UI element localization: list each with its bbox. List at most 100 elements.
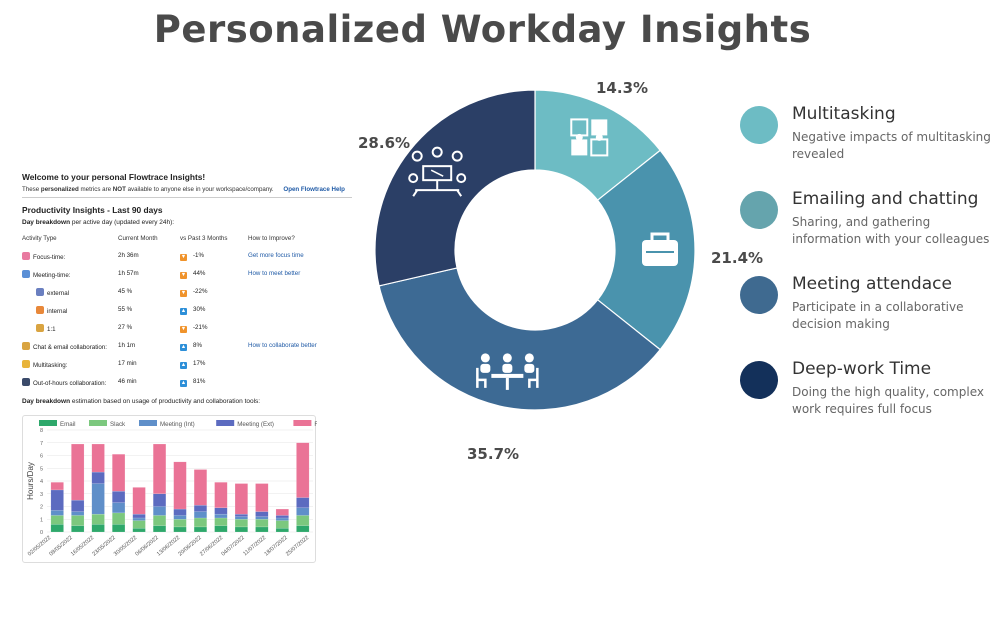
- bar-segment[interactable]: [234, 526, 248, 533]
- bar-segment[interactable]: [173, 508, 187, 516]
- bar-segment[interactable]: [112, 524, 126, 533]
- bar-segment[interactable]: [173, 526, 187, 533]
- bar-segment[interactable]: [214, 525, 228, 533]
- improve-link[interactable]: Get more focus time: [248, 252, 304, 259]
- bar-segment[interactable]: [275, 508, 289, 516]
- metric-label: external: [36, 288, 69, 297]
- bar-stack: [50, 482, 64, 533]
- bar-segment[interactable]: [152, 443, 167, 494]
- bar-segment[interactable]: [50, 510, 64, 516]
- bar-segment[interactable]: [296, 507, 310, 516]
- bar-segment[interactable]: [91, 513, 105, 525]
- bar-segment[interactable]: [132, 527, 146, 533]
- bar-segment[interactable]: [255, 519, 269, 528]
- improve-link[interactable]: How to collaborate better: [248, 342, 317, 349]
- bar-segment[interactable]: [193, 511, 208, 519]
- chart-legend-item[interactable]: Email: [39, 420, 75, 428]
- metrics-table: Activity Type Current Month vs Past 3 Mo…: [22, 231, 352, 392]
- y-tick-label: 4: [40, 479, 43, 485]
- metric-change: ▼ -22%: [180, 288, 207, 297]
- bar-stack: [152, 443, 167, 533]
- bar-segment[interactable]: [193, 517, 208, 528]
- bar-segment[interactable]: [275, 527, 289, 533]
- donut-slice[interactable]: [378, 267, 662, 411]
- legend-desc: Negative impacts of multitasking reveale…: [792, 130, 991, 161]
- bar-stack: [234, 483, 248, 533]
- chart-legend-item[interactable]: Slack: [89, 420, 126, 428]
- section-title: Productivity Insights - Last 90 days: [22, 205, 163, 215]
- bar-segment[interactable]: [234, 513, 248, 517]
- bar-segment[interactable]: [214, 513, 228, 519]
- bar-segment[interactable]: [132, 517, 146, 521]
- bar-segment[interactable]: [193, 469, 208, 506]
- bar-segment[interactable]: [112, 490, 126, 503]
- bar-segment[interactable]: [50, 489, 64, 511]
- bar-segment[interactable]: [152, 525, 167, 533]
- legend-dot-multitasking: [740, 106, 778, 144]
- bar-segment[interactable]: [91, 443, 105, 473]
- bar-segment[interactable]: [214, 482, 228, 508]
- disclaimer-text-3: available to anyone else in your workspa…: [125, 186, 274, 193]
- bar-segment[interactable]: [152, 506, 167, 516]
- arrow-down-icon: ▼: [180, 326, 187, 333]
- y-tick-label: 1: [40, 517, 43, 523]
- bar-segment[interactable]: [132, 513, 146, 519]
- bar-segment[interactable]: [71, 515, 85, 526]
- bar-segment[interactable]: [132, 487, 146, 515]
- bar-segment[interactable]: [173, 519, 187, 528]
- bar-segment[interactable]: [275, 517, 289, 521]
- chart-legend-item[interactable]: Focus: [293, 420, 331, 428]
- bar-segment[interactable]: [255, 511, 269, 517]
- bar-segment[interactable]: [296, 442, 310, 498]
- metric-change: ▼ 44%: [180, 270, 205, 279]
- bar-segment[interactable]: [71, 525, 85, 533]
- bar-segment[interactable]: [296, 525, 310, 533]
- legend-swatch: [216, 420, 235, 426]
- bar-segment[interactable]: [234, 519, 248, 528]
- bar-segment[interactable]: [255, 526, 269, 533]
- bar-segment[interactable]: [71, 499, 85, 512]
- bar-segment[interactable]: [50, 482, 64, 491]
- bar-segment[interactable]: [173, 515, 187, 520]
- metric-emoji-icon: [22, 342, 30, 350]
- bar-segment[interactable]: [234, 483, 248, 515]
- bar-segment[interactable]: [132, 520, 146, 529]
- bar-segment[interactable]: [234, 516, 248, 520]
- metric-label-text: internal: [47, 308, 68, 315]
- legend-swatch: [139, 420, 157, 426]
- improve-link[interactable]: How to meet better: [248, 270, 301, 277]
- bar-segment[interactable]: [112, 454, 126, 492]
- open-help-link[interactable]: Open Flowtrace Help: [283, 186, 345, 193]
- bar-segment[interactable]: [50, 524, 64, 533]
- bar-segment[interactable]: [152, 515, 167, 526]
- bar-stack: [112, 454, 126, 533]
- bar-segment[interactable]: [50, 515, 64, 525]
- chart-legend-item[interactable]: Meeting (Ext): [216, 420, 274, 428]
- bar-segment[interactable]: [71, 443, 85, 501]
- bar-segment[interactable]: [296, 515, 310, 526]
- bar-segment[interactable]: [193, 505, 208, 512]
- bar-segment[interactable]: [91, 483, 105, 515]
- bar-segment[interactable]: [296, 497, 310, 508]
- bar-segment[interactable]: [193, 526, 208, 533]
- legend-title: Emailing and chatting: [792, 189, 979, 209]
- bar-segment[interactable]: [214, 507, 228, 515]
- bar-segment[interactable]: [112, 512, 126, 525]
- bar-segment[interactable]: [91, 471, 105, 484]
- bar-segment[interactable]: [173, 461, 187, 510]
- bar-segment[interactable]: [214, 517, 228, 526]
- bar-segment[interactable]: [275, 515, 289, 519]
- legend-label: Slack: [110, 421, 126, 428]
- chart-legend-item[interactable]: Meeting (Int): [139, 420, 195, 428]
- metric-emoji-icon: [36, 288, 44, 296]
- bar-segment[interactable]: [152, 493, 167, 507]
- bar-segment[interactable]: [112, 502, 126, 514]
- bar-segment[interactable]: [255, 516, 269, 520]
- bar-segment[interactable]: [91, 524, 105, 533]
- bar-segment[interactable]: [275, 520, 289, 529]
- donut-slice[interactable]: [374, 89, 536, 287]
- bar-segment[interactable]: [255, 483, 269, 512]
- metric-change-text: 44%: [193, 270, 206, 277]
- bar-segment[interactable]: [71, 511, 85, 516]
- metric-change: ▲ 30%: [180, 306, 205, 315]
